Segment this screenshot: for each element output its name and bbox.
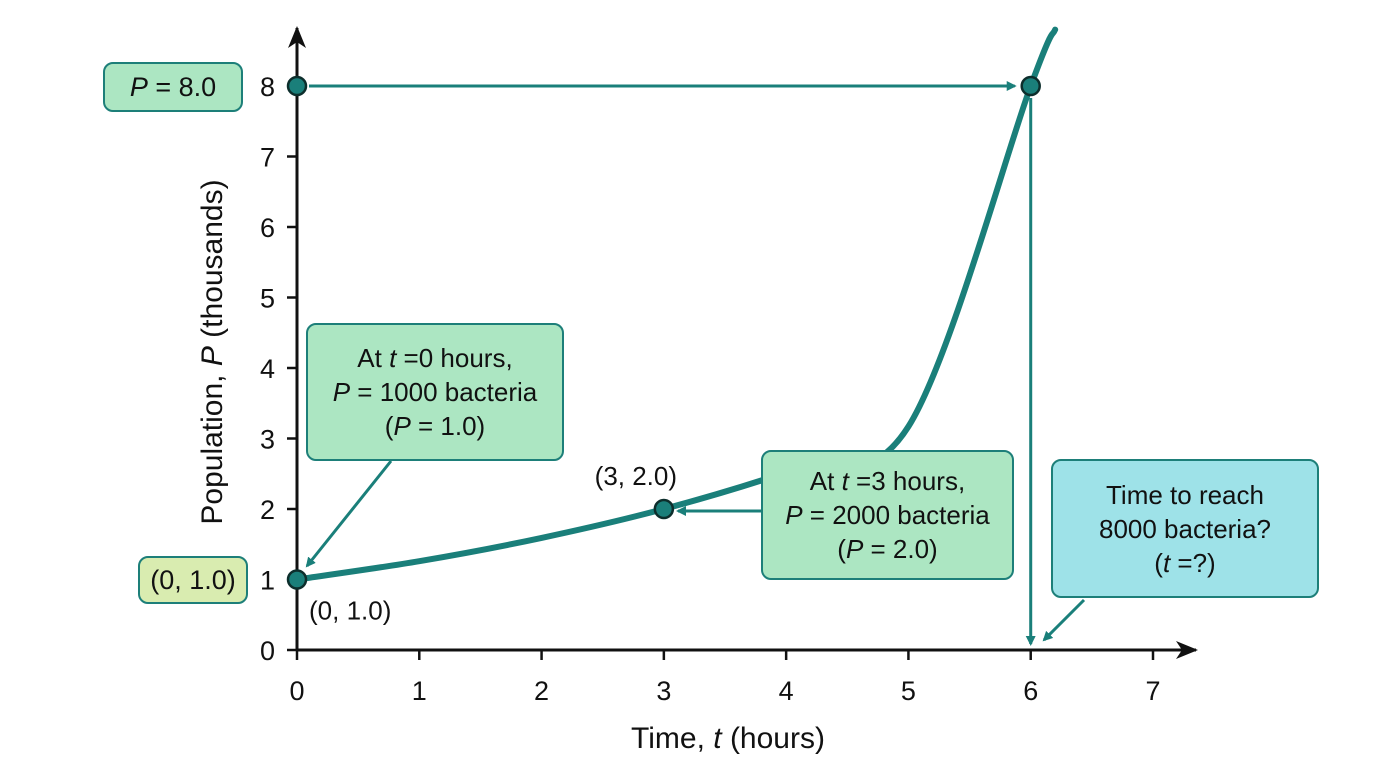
origin-tag: (0, 1.0) [138,556,248,604]
x-tick-label: 6 [1023,676,1038,706]
callout-t0-line2: P = 1000 bacteria [332,377,538,407]
callout-t3-line2: P = 2000 bacteria [785,500,990,530]
axis-title-part: Time, [631,722,713,755]
origin-tag-text: (0, 1.0) [150,564,236,595]
y-axis-title: Population, P (thousands) [196,179,229,524]
axis-title-part: Population, [196,366,229,524]
data-point [286,75,308,97]
y-tick-label: 5 [260,284,275,314]
y-tick-label: 7 [260,143,275,173]
y-tick-label: 1 [260,566,275,596]
callout-t0: At t =0 hours, P = 1000 bacteria (P = 1.… [306,323,564,461]
callout-t0-pointer [305,460,393,568]
axis-title-part: (hours) [722,722,825,755]
guide-arrows [305,81,1086,646]
p-8-tag: P = 8.0 [103,62,243,112]
y-tick-label: 6 [260,213,275,243]
x-tick-label: 7 [1145,676,1160,706]
callout-t3-line3: (P = 2.0) [837,534,938,564]
callout-t0-line3: (P = 1.0) [384,411,486,441]
data-point [286,569,308,590]
callout-t0-line1: At t =0 hours, [357,343,513,373]
y-tick-label: 0 [260,636,275,666]
callout-t3: At t =3 hours, P = 2000 bacteria (P = 2.… [761,450,1014,580]
callout-question-line1: Time to reach [1106,479,1264,510]
data-point [653,498,675,520]
marked-points: (0, 1.0) (3, 2.0) [286,75,1041,626]
x-tick-label: 4 [779,676,794,706]
x-tick-label: 1 [412,676,427,706]
callout-question-pointer [1042,598,1086,642]
y-tick-label: 8 [260,72,275,102]
x-tick-label: 5 [901,676,916,706]
tick-labels: 0 1 2 3 4 5 6 7 0 1 2 3 4 5 6 7 8 [260,72,1161,706]
x-tick-label: 2 [534,676,549,706]
callout-question-line3: (t =?) [1154,547,1216,578]
y-tick-label: 3 [260,425,275,455]
point-label-origin: (0, 1.0) [309,596,391,626]
axis-title-part: (thousands) [196,179,229,346]
y-tick-label: 4 [260,354,275,384]
y-tick-label: 2 [260,495,275,525]
x-tick-label: 3 [656,676,671,706]
p-8-tag-var: P [129,71,148,102]
callout-t3-line1: At t =3 hours, [809,466,966,496]
axis-title-part: t [713,722,723,755]
data-point [1020,75,1041,97]
axis-title-part: P [196,346,229,366]
x-axis-title: Time, t (hours) [631,722,825,755]
callout-question: Time to reach 8000 bacteria? (t =?) [1051,459,1319,598]
p-8-tag-value: = 8.0 [147,71,217,102]
x-tick-label: 0 [289,676,304,706]
point-label-t3: (3, 2.0) [595,461,677,491]
callout-question-line2: 8000 bacteria? [1098,513,1272,544]
